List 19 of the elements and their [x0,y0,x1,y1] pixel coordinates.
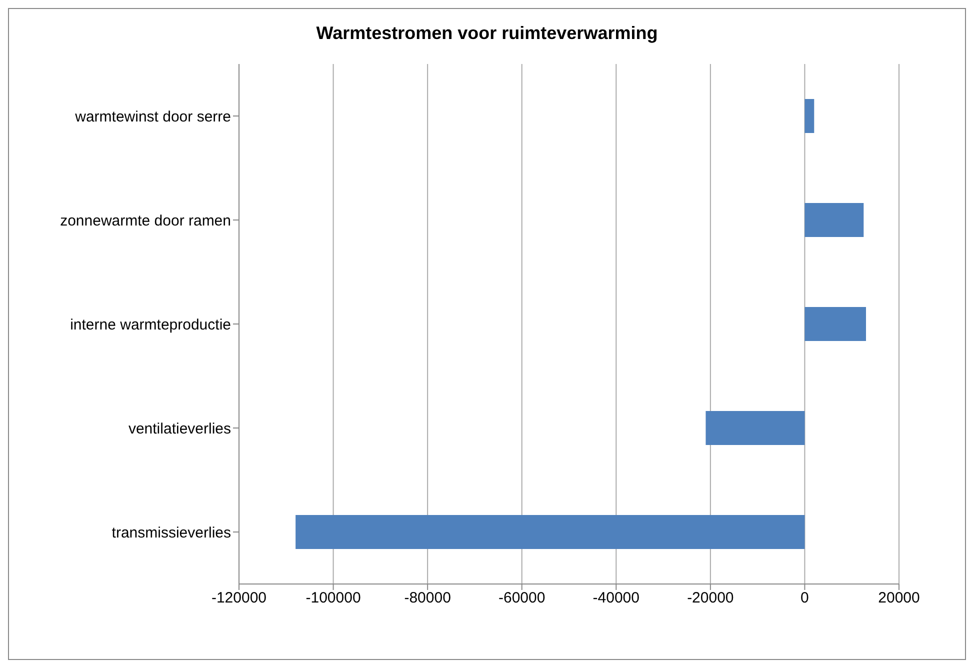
y-tick-label: warmtewinst door serre [74,108,231,126]
y-tick-label: ventilatieverlies [128,420,231,438]
x-tick-label: -80000 [404,590,451,607]
x-tick-label: -20000 [687,590,734,607]
bar [804,99,814,133]
bar [804,307,866,341]
y-tick-label: zonnewarmte door ramen [60,212,231,230]
x-tick-label: -40000 [592,590,640,607]
bar [706,411,805,445]
bar [804,203,864,237]
x-tick-label: 0 [800,590,809,607]
x-tick-label: -60000 [498,590,546,607]
x-tick-label: -100000 [306,590,361,607]
y-tick-label: interne warmteproductie [70,316,231,334]
x-tick-label: -120000 [211,590,267,607]
bar [296,515,805,549]
chart-title: Warmtestromen voor ruimteverwarming [315,23,659,44]
x-tick-label: 20000 [878,590,920,607]
y-tick-label: transmissieverlies [112,524,231,542]
